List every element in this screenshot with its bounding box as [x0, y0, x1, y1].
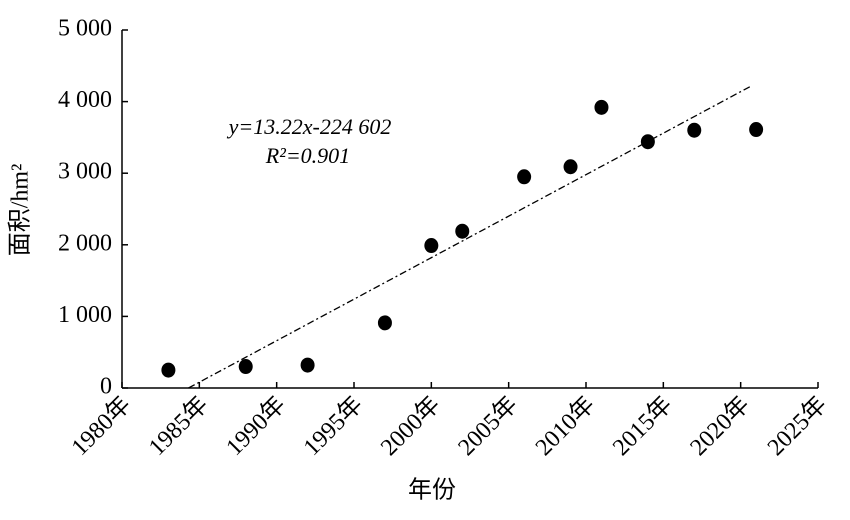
y-tick-label: 0	[100, 374, 112, 400]
x-tick-label: 2025年	[762, 391, 832, 461]
point	[687, 122, 702, 138]
trendline	[188, 85, 752, 389]
point	[517, 169, 532, 185]
y-tick-label: 1 000	[58, 302, 112, 328]
y-tick-label: 4 000	[58, 87, 112, 113]
point	[563, 159, 578, 175]
r-squared: R²=0.901	[265, 143, 350, 168]
point	[594, 99, 609, 115]
x-tick-label: 2000年	[375, 391, 445, 461]
y-tick-label: 3 000	[58, 159, 112, 185]
point	[424, 238, 439, 254]
point	[640, 134, 655, 150]
x-tick-label: 2005年	[453, 391, 523, 461]
x-axis-title: 年份	[408, 477, 456, 504]
y-tick-label: 5 000	[58, 16, 112, 42]
point	[300, 357, 315, 373]
point	[161, 362, 176, 378]
x-tick-label: 1990年	[221, 391, 291, 461]
point	[749, 122, 764, 138]
point	[377, 315, 392, 331]
equation: y=13.22x-224 602	[227, 114, 392, 139]
y-tick-label: 2 000	[58, 230, 112, 256]
x-tick-label: 2010年	[530, 391, 600, 461]
point	[238, 359, 253, 375]
point	[455, 223, 470, 239]
x-tick-label: 1985年	[143, 391, 213, 461]
y-axis-title: 面积/hm²	[7, 164, 34, 257]
x-tick-label: 2020年	[685, 391, 755, 461]
x-tick-label: 1980年	[66, 391, 136, 461]
x-tick-label: 2015年	[607, 391, 677, 461]
x-tick-label: 1995年	[298, 391, 368, 461]
